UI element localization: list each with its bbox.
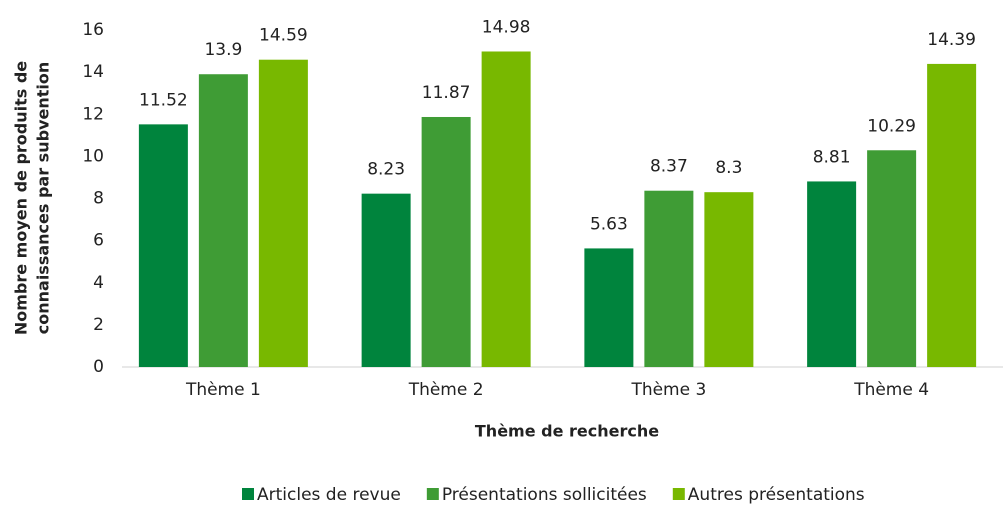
bar (421, 116, 471, 367)
y-tick-label: 0 (93, 357, 104, 377)
x-tick-label: Thème 3 (630, 380, 706, 400)
bar (807, 181, 857, 367)
y-tick-label: 10 (82, 146, 104, 166)
bar (927, 63, 977, 368)
x-tick-label: Thème 2 (408, 380, 484, 400)
bar (361, 193, 411, 367)
y-axis-label: Nombre moyen de produits de (12, 61, 31, 335)
bar (644, 190, 694, 367)
data-label: 5.63 (590, 214, 628, 234)
legend-label: Présentations sollicitées (442, 485, 647, 505)
y-tick-label: 16 (82, 20, 104, 40)
data-label: 8.81 (813, 147, 851, 167)
legend-swatch (242, 488, 254, 500)
x-axis-label: Thème de recherche (475, 422, 659, 441)
y-tick-label: 4 (93, 273, 104, 293)
data-label: 13.9 (204, 40, 242, 60)
data-label: 8.23 (367, 160, 405, 180)
bar (481, 51, 531, 367)
bar (198, 74, 248, 367)
data-label: 10.29 (867, 116, 916, 136)
data-label: 14.39 (927, 30, 976, 50)
bar (867, 150, 917, 367)
bar (584, 248, 634, 367)
bar (704, 192, 754, 367)
x-tick-label: Thème 4 (853, 380, 929, 400)
data-label: 8.3 (715, 158, 742, 178)
legend-label: Autres présentations (688, 485, 865, 505)
y-tick-label: 2 (93, 315, 104, 335)
y-tick-label: 8 (93, 189, 104, 209)
legend-swatch (426, 488, 439, 500)
y-tick-label: 14 (82, 62, 104, 82)
data-label: 11.87 (422, 83, 471, 103)
legend-label: Articles de revue (257, 485, 401, 505)
data-label: 11.52 (139, 90, 188, 110)
y-axis-label: connaissances par subvention (34, 62, 53, 334)
data-label: 14.98 (482, 17, 531, 37)
y-tick-label: 12 (82, 104, 104, 124)
y-tick-label: 6 (93, 231, 104, 251)
x-tick-label: Thème 1 (185, 380, 261, 400)
data-label: 14.59 (259, 26, 308, 46)
bar (258, 59, 308, 368)
bar (138, 124, 188, 367)
data-label: 8.37 (650, 157, 688, 177)
legend-swatch (672, 488, 685, 500)
